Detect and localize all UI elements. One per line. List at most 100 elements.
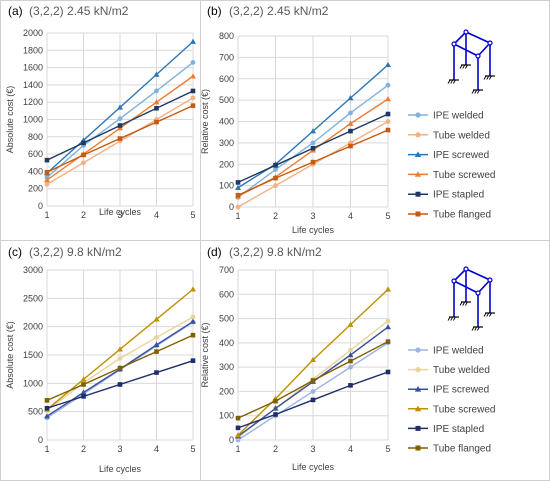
legend-item: Tube welded — [408, 365, 490, 376]
support-hatch — [483, 312, 487, 317]
data-point — [310, 378, 316, 383]
structural-frame-icon — [447, 266, 495, 331]
data-point — [153, 99, 160, 105]
frame-joint — [451, 41, 457, 47]
data-point — [44, 169, 50, 175]
data-point — [273, 183, 278, 189]
data-point — [235, 425, 241, 431]
y-tick-label: 300 — [219, 362, 234, 372]
data-point — [385, 119, 391, 124]
series-ipe-stapled — [235, 369, 391, 431]
series-ipe-stapled — [44, 358, 196, 411]
x-axis-label: Life cycles — [99, 464, 142, 474]
x-axis-label: Life cycles — [292, 225, 335, 235]
data-point — [44, 405, 50, 411]
y-tick-label: 0 — [229, 202, 234, 212]
x-tick-label: 4 — [154, 210, 159, 220]
legend-item: Tube flanged — [408, 210, 491, 221]
legend-marker — [415, 445, 421, 451]
data-point — [117, 116, 123, 122]
data-point — [310, 128, 316, 134]
data-point — [273, 412, 278, 417]
x-tick-label: 4 — [348, 444, 353, 454]
data-point — [348, 143, 353, 149]
data-point — [385, 318, 391, 324]
y-tick-label: 300 — [219, 138, 234, 148]
data-point — [80, 376, 87, 382]
legend-marker — [415, 211, 421, 217]
frame-member — [477, 279, 491, 294]
y-tick-label: 1000 — [23, 115, 43, 125]
data-point — [348, 364, 353, 370]
legend-marker — [414, 405, 422, 412]
data-point — [235, 192, 241, 198]
data-point — [273, 167, 278, 172]
data-point — [81, 152, 86, 158]
legend-label: IPE screwed — [433, 385, 489, 396]
support-hatch — [462, 64, 466, 69]
y-tick-label: 600 — [219, 74, 234, 84]
frame-joint — [487, 40, 493, 46]
support-hatch — [474, 89, 478, 94]
data-point — [190, 103, 196, 108]
frame-member — [453, 31, 467, 45]
x-tick-label: 3 — [310, 211, 315, 221]
legend-item: Tube welded — [408, 130, 490, 141]
x-axis-label: Life cycles — [99, 207, 142, 217]
support-hatch — [453, 79, 456, 84]
y-tick-label: 100 — [219, 181, 234, 191]
x-tick-label: 4 — [348, 211, 353, 221]
data-point — [190, 38, 196, 44]
x-tick-label: 2 — [273, 211, 278, 221]
data-point — [190, 60, 196, 65]
support-hatch — [474, 326, 478, 331]
legend-label: IPE screwed — [433, 150, 489, 161]
data-point — [385, 324, 391, 330]
data-point — [348, 358, 353, 364]
panel-c-title: (3,2,2) 9.8 kN/m2 — [29, 245, 122, 259]
data-point — [153, 316, 160, 322]
data-point — [80, 389, 87, 395]
y-tick-label: 1400 — [23, 80, 43, 90]
data-point — [44, 398, 50, 403]
series-ipe-stapled — [235, 111, 391, 185]
frame-joint — [475, 290, 481, 296]
data-point — [190, 95, 196, 101]
y-tick-label: 500 — [219, 95, 234, 105]
data-point — [273, 175, 278, 181]
support-hatch — [471, 89, 475, 94]
legend-marker — [415, 112, 421, 118]
data-point — [235, 180, 241, 185]
y-tick-label: 500 — [28, 407, 43, 417]
data-point — [385, 127, 391, 133]
data-point — [235, 204, 241, 210]
data-point — [235, 432, 241, 438]
data-point — [117, 365, 123, 371]
x-tick-label: 5 — [385, 211, 390, 221]
data-point — [235, 184, 241, 190]
y-axis-label: Absolute cost (€) — [5, 86, 15, 154]
data-point — [190, 314, 196, 320]
data-point — [81, 382, 86, 387]
legend-item: Tube flanged — [408, 444, 491, 455]
data-point — [272, 405, 279, 411]
y-tick-label: 0 — [38, 435, 43, 445]
data-point — [347, 352, 354, 358]
chart-a: 1 2 3 4 5 0 200 400 600 800 1000 1200 1400 1600 1800 20… — [5, 28, 196, 220]
legend-marker — [415, 132, 421, 138]
support-hatch — [450, 316, 454, 321]
panel-b-title: (3,2,2) 2.45 kN/m2 — [229, 4, 329, 18]
structural-frame-icon — [447, 29, 495, 94]
legend-item: IPE stapled — [408, 190, 484, 201]
data-point — [154, 88, 159, 94]
x-axis-label: Life cycles — [292, 462, 335, 472]
data-point — [117, 104, 123, 110]
y-tick-label: 800 — [28, 132, 43, 142]
y-axis-label: Relative cost (€) — [200, 322, 210, 387]
panel-frame-d — [200, 240, 550, 481]
x-tick-label: 5 — [385, 444, 390, 454]
panel-a-label: (a) — [8, 4, 23, 18]
legend-item: Tube screwed — [408, 404, 495, 415]
y-tick-label: 200 — [28, 184, 43, 194]
